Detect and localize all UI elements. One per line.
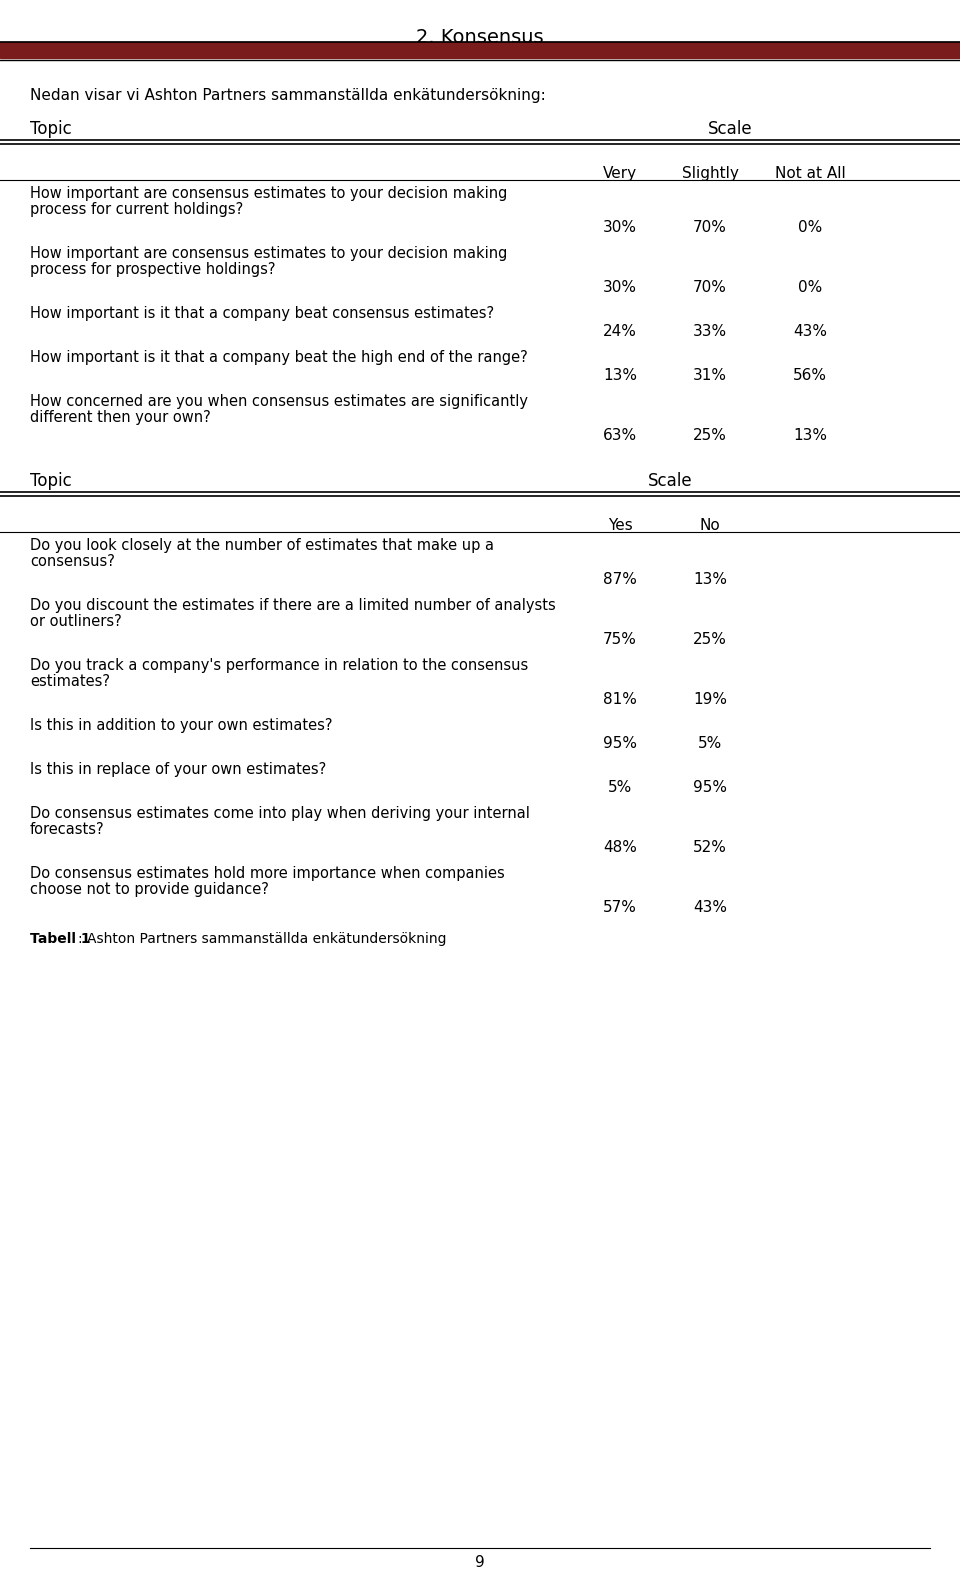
Text: Do consensus estimates hold more importance when companies: Do consensus estimates hold more importa…	[30, 866, 505, 881]
Text: Scale: Scale	[648, 472, 692, 490]
Text: Do you discount the estimates if there are a limited number of analysts: Do you discount the estimates if there a…	[30, 598, 556, 612]
Text: 13%: 13%	[693, 571, 727, 587]
Text: 95%: 95%	[693, 781, 727, 795]
Text: 31%: 31%	[693, 368, 727, 382]
Text: process for prospective holdings?: process for prospective holdings?	[30, 261, 276, 277]
Text: 25%: 25%	[693, 633, 727, 647]
Text: 48%: 48%	[603, 841, 636, 855]
Text: estimates?: estimates?	[30, 674, 110, 689]
Text: 95%: 95%	[603, 737, 637, 751]
Text: 56%: 56%	[793, 368, 827, 382]
Text: Not at All: Not at All	[775, 165, 846, 181]
Text: choose not to provide guidance?: choose not to provide guidance?	[30, 881, 269, 897]
Text: 33%: 33%	[693, 324, 727, 338]
Text: 25%: 25%	[693, 428, 727, 442]
Text: 43%: 43%	[793, 324, 827, 338]
Text: Do consensus estimates come into play when deriving your internal: Do consensus estimates come into play wh…	[30, 806, 530, 822]
Text: or outliners?: or outliners?	[30, 614, 122, 630]
Text: 30%: 30%	[603, 280, 637, 294]
Text: Tabell 1: Tabell 1	[30, 932, 90, 946]
Text: consensus?: consensus?	[30, 554, 115, 568]
Text: 13%: 13%	[603, 368, 637, 382]
Text: forecasts?: forecasts?	[30, 822, 105, 837]
Text: Yes: Yes	[608, 518, 633, 534]
Text: 2. Konsensus: 2. Konsensus	[417, 28, 543, 47]
Text: How important are consensus estimates to your decision making: How important are consensus estimates to…	[30, 246, 508, 261]
Text: Very: Very	[603, 165, 637, 181]
Text: 9: 9	[475, 1555, 485, 1569]
Text: 5%: 5%	[608, 781, 632, 795]
Text: How important are consensus estimates to your decision making: How important are consensus estimates to…	[30, 186, 508, 201]
Text: 19%: 19%	[693, 693, 727, 707]
Text: Topic: Topic	[30, 120, 72, 139]
Text: 13%: 13%	[793, 428, 827, 442]
Text: 0%: 0%	[798, 280, 822, 294]
Text: Do you look closely at the number of estimates that make up a: Do you look closely at the number of est…	[30, 538, 494, 552]
Text: Nedan visar vi Ashton Partners sammanställda enkätundersökning:: Nedan visar vi Ashton Partners sammanstä…	[30, 88, 545, 102]
Text: 52%: 52%	[693, 841, 727, 855]
Text: 70%: 70%	[693, 220, 727, 235]
Text: Is this in addition to your own estimates?: Is this in addition to your own estimate…	[30, 718, 332, 733]
Text: Slightly: Slightly	[682, 165, 738, 181]
Text: How concerned are you when consensus estimates are significantly: How concerned are you when consensus est…	[30, 394, 528, 409]
Text: Scale: Scale	[708, 120, 753, 139]
Text: 5%: 5%	[698, 737, 722, 751]
Text: 63%: 63%	[603, 428, 637, 442]
Text: No: No	[700, 518, 720, 534]
Text: 57%: 57%	[603, 900, 636, 914]
Text: 70%: 70%	[693, 280, 727, 294]
Text: different then your own?: different then your own?	[30, 409, 211, 425]
Text: How important is it that a company beat the high end of the range?: How important is it that a company beat …	[30, 349, 528, 365]
Text: 43%: 43%	[693, 900, 727, 914]
Bar	[0, 42, 960, 58]
Text: Topic: Topic	[30, 472, 72, 490]
Text: 75%: 75%	[603, 633, 636, 647]
Text: 87%: 87%	[603, 571, 636, 587]
Text: 81%: 81%	[603, 693, 636, 707]
Text: : Ashton Partners sammanställda enkätundersökning: : Ashton Partners sammanställda enkätund…	[78, 932, 446, 946]
Text: Do you track a company's performance in relation to the consensus: Do you track a company's performance in …	[30, 658, 528, 674]
Text: Is this in replace of your own estimates?: Is this in replace of your own estimates…	[30, 762, 326, 778]
Text: How important is it that a company beat consensus estimates?: How important is it that a company beat …	[30, 305, 494, 321]
Text: 24%: 24%	[603, 324, 636, 338]
Text: 0%: 0%	[798, 220, 822, 235]
Text: process for current holdings?: process for current holdings?	[30, 201, 243, 217]
Text: 30%: 30%	[603, 220, 637, 235]
